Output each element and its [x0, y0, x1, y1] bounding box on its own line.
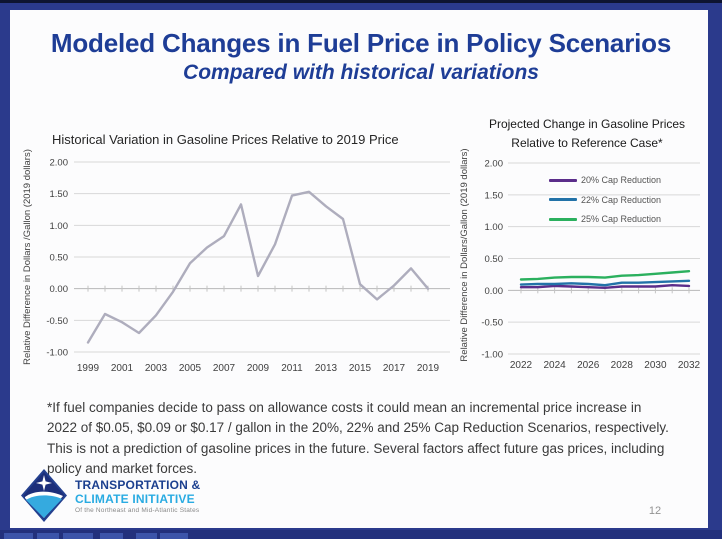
tci-logo-line2: CLIMATE INITIATIVE — [75, 491, 195, 506]
y-tick-label: 0.00 — [50, 284, 69, 295]
taskbar-item[interactable] — [136, 533, 157, 539]
legend-label: 25% Cap Reduction — [581, 214, 662, 224]
x-tick-label: 2019 — [417, 363, 440, 374]
y-tick-label: 0.00 — [485, 286, 504, 297]
x-tick-label: 1999 — [77, 363, 100, 374]
taskbar-item[interactable] — [100, 533, 123, 539]
legend-swatch — [549, 217, 577, 221]
y-tick-label: 2.00 — [485, 159, 504, 170]
y-tick-label: -0.50 — [46, 316, 68, 327]
x-tick-label: 2005 — [179, 363, 202, 374]
x-tick-label: 2030 — [644, 360, 667, 371]
historical-chart-title: Historical Variation in Gasoline Prices … — [52, 132, 399, 147]
y-tick-label: 0.50 — [50, 253, 69, 264]
tci-logo-text: TRANSPORTATION & CLIMATE INITIATIVE Of t… — [75, 478, 200, 514]
x-tick-label: 2017 — [383, 363, 406, 374]
series-line — [86, 190, 430, 344]
x-tick-label: 2026 — [577, 360, 600, 371]
historical-chart: 2.00 1.50 1.00 0.50 0.00 -0.50 -1.00 1999 2001 20… — [46, 158, 450, 374]
tci-logo-mark — [21, 469, 67, 522]
projected-chart-title: Projected Change in Gasoline Prices Rela… — [488, 117, 686, 150]
series-line — [519, 269, 691, 281]
x-tick-label: 2009 — [247, 363, 270, 374]
taskbar-item[interactable] — [4, 533, 33, 539]
taskbar-item[interactable] — [160, 533, 188, 539]
y-tick-label: 1.00 — [50, 221, 69, 232]
tci-logo: TRANSPORTATION & CLIMATE INITIATIVE Of t… — [20, 468, 200, 523]
y-tick-label: -1.00 — [46, 348, 68, 359]
series-line — [519, 279, 691, 287]
x-tick-label: 2011 — [281, 363, 303, 374]
x-tick-label: 2003 — [145, 363, 168, 374]
x-tick-label: 2028 — [611, 360, 634, 371]
y-tick-label: 0.50 — [485, 254, 504, 265]
taskbar-item[interactable] — [63, 533, 93, 539]
legend-label: 20% Cap Reduction — [581, 175, 662, 185]
taskbar-strip — [0, 530, 722, 539]
y-tick-label: 1.50 — [50, 189, 69, 200]
tci-logo-line1: TRANSPORTATION & — [75, 477, 201, 492]
y-tick-label: 1.00 — [485, 222, 504, 233]
legend-label: 22% Cap Reduction — [581, 194, 662, 205]
y-tick-label: -0.50 — [481, 318, 503, 329]
y-tick-label: 2.00 — [50, 158, 69, 169]
legend-swatch — [549, 178, 577, 182]
x-tick-label: 2032 — [678, 360, 701, 371]
x-tick-label: 2022 — [510, 360, 533, 371]
footnote-text: *If fuel companies decide to pass on all… — [47, 400, 669, 476]
taskbar-item[interactable] — [37, 533, 59, 539]
tci-logo-line3: Of the Northeast and Mid-Atlantic States — [75, 506, 200, 514]
x-tick-label: 2024 — [543, 360, 566, 371]
x-tick-label: 2001 — [111, 363, 134, 374]
legend-swatch — [549, 198, 577, 201]
legend-item: 20% Cap Reduction — [549, 174, 661, 186]
chart-legend: 20% Cap Reduction 22% Cap Reduction 25% Ca… — [549, 174, 661, 233]
legend-item: 22% Cap Reduction — [549, 194, 661, 206]
projected-chart: 2.00 1.50 1.00 0.50 0.00 -0.50 -1.00 2022 2024 20… — [481, 159, 701, 372]
y-tick-label: -1.00 — [481, 350, 503, 361]
legend-item: 25% Cap Reduction — [549, 213, 661, 225]
page-title: Modeled Changes in Fuel Price in Policy … — [50, 28, 672, 58]
series-line — [519, 283, 691, 290]
slide-canvas — [10, 10, 708, 528]
page-subtitle: Compared with historical variations — [183, 61, 539, 84]
page-number: 12 — [648, 505, 662, 517]
x-tick-label: 2007 — [213, 363, 236, 374]
x-tick-label: 2013 — [315, 363, 338, 374]
x-tick-label: 2015 — [349, 363, 372, 374]
y-tick-label: 1.50 — [485, 190, 504, 201]
